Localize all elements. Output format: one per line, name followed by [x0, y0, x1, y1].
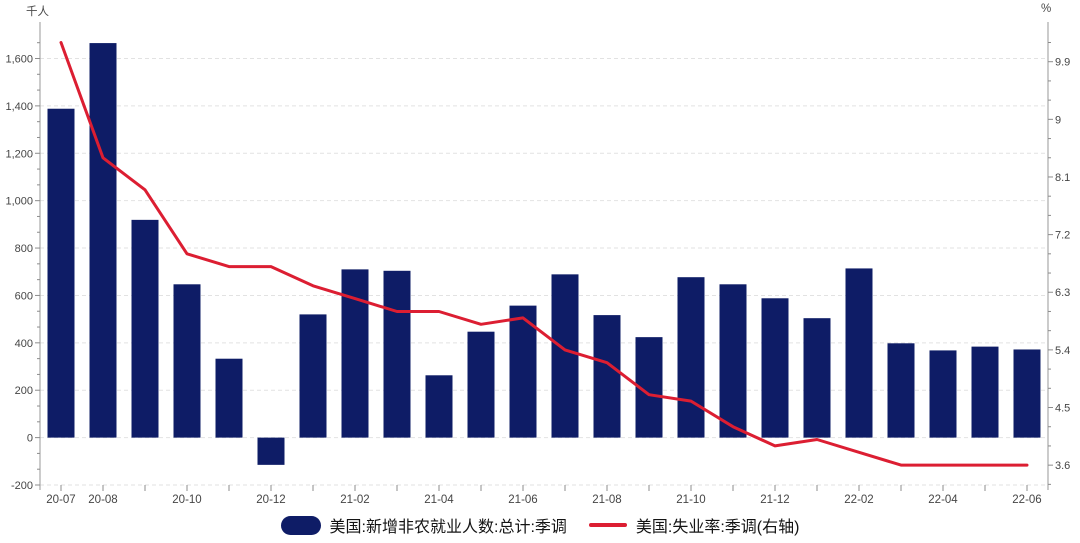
x-axis-tick-label: 22-04	[928, 494, 958, 506]
legend-item-unemployment-rate: 美国:失业率:季调(右轴)	[588, 513, 800, 537]
left-axis-tick-label: 1,600	[5, 53, 33, 65]
left-axis-tick-label: -200	[11, 480, 33, 492]
right-axis-tick-label: 9.9	[1055, 57, 1070, 69]
bar-21-01	[299, 314, 327, 438]
bar-21-10	[677, 277, 705, 438]
right-axis-unit-label: %	[1041, 3, 1052, 15]
right-axis-tick-label: 3.6	[1055, 460, 1070, 472]
legend-item-nonfarm-payrolls: 美国:新增非农就业人数:总计:季调	[280, 513, 567, 537]
x-axis-tick-label: 20-10	[172, 494, 201, 506]
bar-22-02	[845, 268, 873, 438]
left-axis-tick-label: 800	[15, 243, 33, 255]
bar-21-07	[551, 274, 579, 438]
left-axis-tick-label: 600	[15, 290, 33, 302]
bar-20-12	[257, 437, 285, 465]
line-series-swatch-icon	[588, 523, 627, 527]
left-axis-tick-label: 400	[15, 338, 33, 350]
bar-21-12	[761, 298, 789, 438]
right-axis-tick-label: 6.3	[1055, 287, 1070, 299]
bar-21-11	[719, 284, 747, 438]
bar-20-10	[173, 284, 201, 438]
bar-22-06	[1013, 349, 1041, 438]
left-axis-tick-label: 1,200	[5, 148, 33, 160]
right-axis-tick-label: 4.5	[1055, 403, 1070, 415]
bar-22-04	[929, 350, 957, 438]
right-axis-tick-label: 9	[1055, 114, 1061, 126]
bar-21-03	[383, 270, 411, 438]
bar-20-07	[47, 108, 75, 438]
bar-21-04	[425, 375, 453, 438]
x-axis-tick-label: 20-07	[46, 494, 75, 506]
bar-21-05	[467, 331, 495, 438]
left-axis-tick-label: 0	[27, 433, 33, 445]
bar-22-03	[887, 343, 915, 438]
line-series-label: 美国:失业率:季调(右轴)	[635, 519, 800, 536]
bar-20-09	[131, 219, 159, 438]
legend: 美国:新增非农就业人数:总计:季调 美国:失业率:季调(右轴)	[0, 513, 1080, 537]
x-axis-tick-label: 22-02	[844, 494, 873, 506]
x-axis-tick-label: 21-04	[424, 494, 454, 506]
x-axis-tick-label: 20-08	[88, 494, 117, 506]
x-axis-tick-label: 21-08	[592, 494, 621, 506]
bar-21-06	[509, 305, 537, 438]
left-axis-unit-label: 千人	[26, 6, 49, 18]
bar-20-08	[89, 43, 117, 438]
x-axis-tick-label: 21-12	[760, 494, 789, 506]
left-axis-tick-label: 200	[15, 385, 33, 397]
right-axis-tick-label: 5.4	[1055, 345, 1070, 357]
left-axis-tick-label: 1,000	[5, 196, 33, 208]
x-axis-tick-label: 21-10	[676, 494, 705, 506]
x-axis-tick-label: 21-02	[340, 494, 369, 506]
right-axis-tick-label: 8.1	[1055, 172, 1070, 184]
bar-22-05	[971, 346, 999, 438]
x-axis-tick-label: 20-12	[256, 494, 285, 506]
unemployment-rate-line	[59, 41, 1029, 467]
x-axis-tick-label: 22-06	[1012, 494, 1041, 506]
right-axis-tick-label: 7.2	[1055, 230, 1070, 242]
bar-series-swatch-icon	[280, 515, 321, 535]
bar-21-08	[593, 315, 621, 438]
bar-20-11	[215, 358, 243, 438]
left-axis-tick-label: 1,400	[5, 101, 33, 113]
bar-series-label: 美国:新增非农就业人数:总计:季调	[329, 519, 567, 536]
bar-22-01	[803, 318, 831, 438]
x-axis-tick-label: 21-06	[508, 494, 537, 506]
